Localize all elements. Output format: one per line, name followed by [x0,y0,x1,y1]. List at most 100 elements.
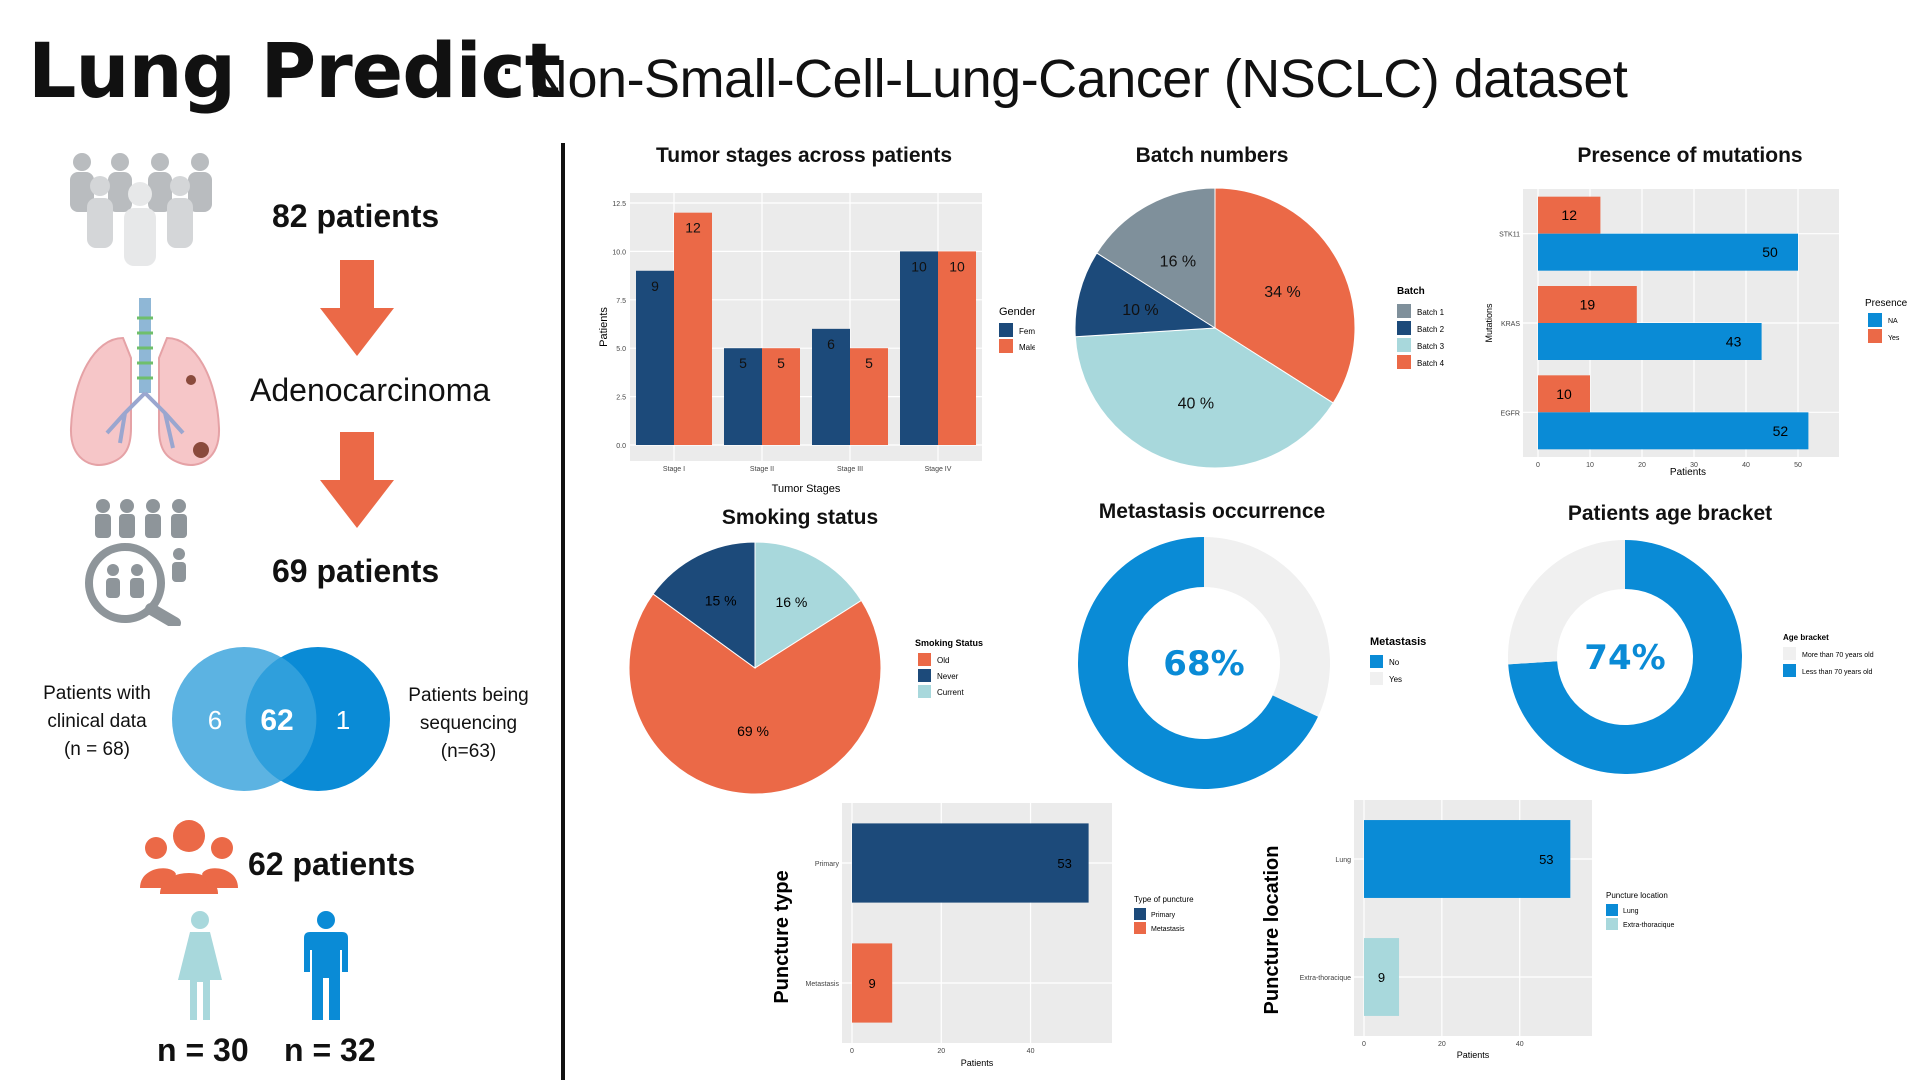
male-count: n = 32 [284,1032,376,1068]
smoking-chart-title: Smoking status [721,506,879,529]
step4-label: 62 patients [248,846,416,882]
batch-slice-2 [1075,252,1217,338]
mutations-bar-label: 19 [1580,297,1596,313]
puncture-type-legend-swatch-primary [1134,908,1146,920]
tumor-ytick-label: 0.0 [616,443,626,450]
smoking-legend-label: Current [937,688,964,697]
arrow-down-icon [320,260,394,356]
smoking-legend-title: Smoking Status [915,638,983,648]
batch-legend-swatch [1397,321,1411,335]
pt-ytick-label: Metastasis [806,981,840,988]
smoking-legend-swatch [918,685,931,698]
mutations-bar-na [1538,323,1762,360]
smoking-slice-old [628,593,882,795]
mutations-bar-label: 43 [1726,334,1742,350]
lungs-icon [69,298,221,466]
mutations-bar-label: 52 [1773,423,1789,439]
mutations-ytick-label: KRAS [1501,321,1520,328]
donut-legend-swatch [1370,672,1383,685]
mutations-legend-yes: Yes [1888,335,1900,342]
mutations-xtick-label: 20 [1638,462,1646,469]
puncture-type-legend-metastasis: Metastasis [1151,926,1185,933]
puncture-location-legend-swatch-lung [1606,904,1618,916]
female-icon [178,911,222,1020]
page-title: Lung Predict [28,26,561,115]
tumor-legend-female: Female [1019,327,1035,336]
tumor-xtick-label: Stage III [837,466,863,473]
mutations-legend-title: Presence [1865,298,1908,309]
puncture-type-ylabel: Puncture type [771,870,793,1003]
donut-legend-swatch [1783,647,1796,660]
puncture-location-chart: Puncture location 53 9 Lung Extra-thoraciqu… [1261,800,1674,1060]
tumor-bar-label: 5 [865,355,873,371]
smoking-slice-label: 15 % [705,593,737,609]
puncture-location-legend-swatch-extra [1606,918,1618,930]
pl-xtick-label: 40 [1516,1041,1524,1048]
puncture-location-legend-title: Puncture location [1606,891,1668,900]
tumor-bar-male [938,251,976,445]
tumor-ytick-label: 10.0 [612,249,626,256]
tumor-legend-swatch-male [999,339,1013,353]
step3-label: 69 patients [272,553,440,589]
age-center-value: 74% [1584,638,1665,678]
tumor-chart-title: Tumor stages across patients [655,144,953,167]
tumor-bar-male [674,212,712,445]
venn-left-count: 6 [208,705,222,735]
step2-label: Adenocarcinoma [250,372,491,408]
age-chart: 74% Age bracket More than 70 years old Le… [1508,540,1874,774]
puncture-type-legend-title: Type of puncture [1134,895,1194,904]
pt-bar-label: 53 [1057,856,1071,871]
age-slice-less-than-70 [1508,540,1742,774]
group-icon [140,820,238,894]
batch-legend-swatch [1397,355,1411,369]
batch-slice-label: 16 % [1160,254,1196,271]
venn-right-count: 1 [336,705,350,735]
pt-bar [852,823,1089,903]
smoking-slice-never [652,541,756,669]
pl-xtick-label: 0 [1362,1041,1366,1048]
batch-slice-label: 10 % [1122,302,1158,319]
batch-legend-label: Batch 3 [1417,342,1445,351]
venn-right-label: Patients being sequencing (n=63) [408,685,529,762]
batch-slice-3 [1075,327,1334,469]
smoking-legend-label: Old [937,656,949,665]
tumor-bar-label: 5 [777,355,785,371]
donut-legend-label: No [1389,658,1400,667]
metastasis-slice-no [1078,537,1319,789]
tumor-ylabel: Patients [598,307,610,347]
batch-chart-title: Batch numbers [1135,144,1289,167]
pt-xtick-label: 40 [1027,1048,1035,1055]
batch-slice-label: 40 % [1178,396,1214,413]
tumor-bar-label: 5 [739,355,747,371]
tumor-bar-male [850,348,888,445]
tumor-bar-female [900,251,938,445]
metastasis-legend-title: Metastasis [1370,636,1426,648]
donut-legend-label: More than 70 years old [1802,652,1874,659]
mutations-bar-na [1538,233,1798,271]
batch-legend-title: Batch [1397,286,1425,297]
mutations-xtick-label: 30 [1690,462,1698,469]
smoking-legend-swatch [918,669,931,682]
mutations-legend-swatch-na [1868,313,1882,327]
venn-both-count: 62 [260,704,293,737]
batch-legend-label: Batch 1 [1417,308,1445,317]
mutations-legend-swatch-yes [1868,329,1882,343]
male-icon [304,911,348,1020]
mutations-chart: 12 50 19 43 10 52 0 10 20 30 40 50 STK11 KRAS EGFR P… [1484,189,1908,478]
batch-chart: 34 % 40 % 10 % 16 % Batch Batch 1 Batch 2 Bat… [1075,188,1445,469]
tumor-bar-female [724,348,762,445]
puncture-location-xlabel: Patients [1457,1050,1490,1060]
tumor-bar-male [762,348,800,445]
tumor-xtick-label: Stage IV [925,466,952,473]
tumor-ytick-label: 5.0 [616,346,626,353]
tumor-bar-label: 12 [685,220,701,236]
pl-ytick-label: Extra-thoracique [1300,975,1351,982]
tumor-xlabel: Tumor Stages [772,483,841,495]
pl-xtick-label: 20 [1438,1041,1446,1048]
metastasis-center-value: 68% [1163,644,1244,684]
metastasis-chart-title: Metastasis occurrence [1098,500,1326,523]
smoking-legend-swatch [918,653,931,666]
batch-legend-label: Batch 2 [1417,325,1445,334]
tumor-bar-female [636,270,674,445]
